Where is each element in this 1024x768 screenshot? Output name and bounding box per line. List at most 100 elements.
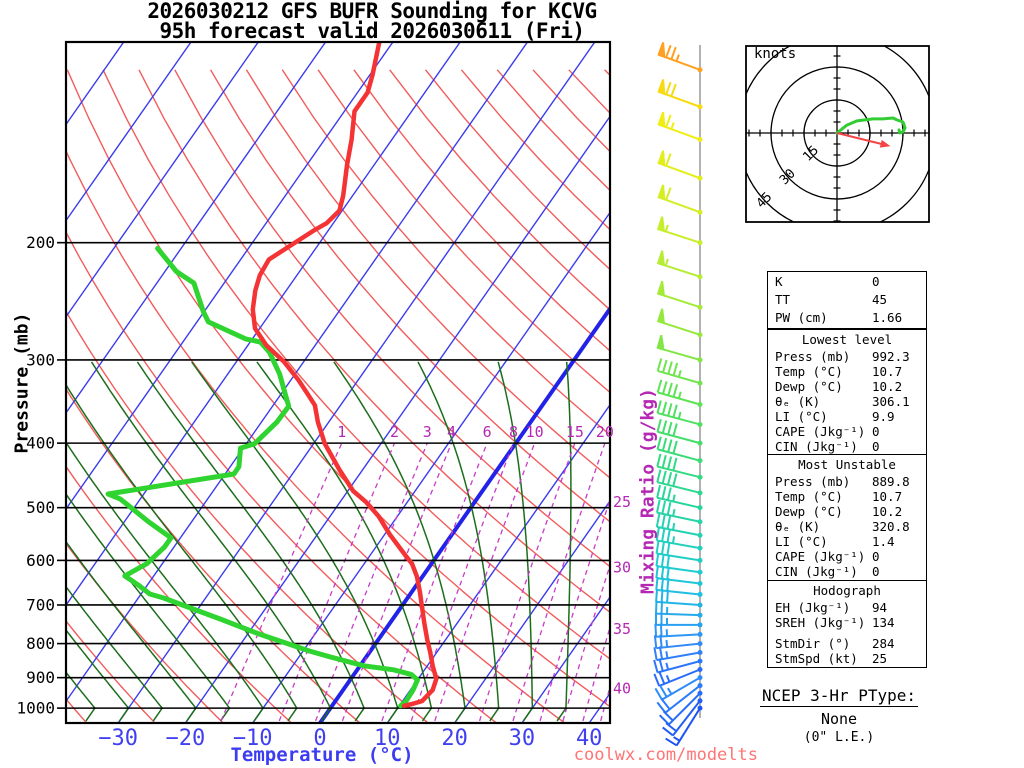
wind-barb-full	[666, 577, 670, 592]
wind-barb	[655, 513, 703, 538]
dry-adiabat-line	[138, 69, 610, 614]
wind-barb-origin-dot	[697, 458, 703, 464]
moist-adiabat-line	[66, 540, 197, 722]
table-row: StmSpd (kt) 25	[768, 651, 926, 666]
dry-adiabat-line	[174, 69, 610, 568]
wind-barb-half	[664, 224, 669, 232]
wind-barb-origin-dot	[697, 532, 703, 538]
wind-barb-full	[661, 514, 666, 529]
wind-barb-half	[672, 522, 676, 531]
wind-barb-staff	[664, 684, 701, 714]
wind-barb-staff	[656, 511, 701, 523]
wind-barb	[656, 469, 703, 496]
table-row-label: Temp (°C)	[775, 489, 843, 504]
wind-barb-flag	[656, 280, 666, 297]
wind-barb-full	[655, 499, 661, 513]
mixing-ratio-line	[512, 442, 606, 722]
dry-adiabat-line	[102, 69, 610, 660]
pressure-tick-label: 500	[26, 498, 55, 517]
wind-barb-origin-dot	[697, 690, 703, 696]
wind-barb	[654, 675, 703, 701]
mixing-ratio-label: 6	[483, 423, 492, 441]
mixing-ratio-label: 8	[509, 423, 518, 441]
dry-adiabat-line	[281, 69, 610, 436]
wind-barb-full	[655, 540, 660, 554]
table-row: θₑ (K) 320.8	[768, 519, 926, 534]
dewpoint-curve	[105, 245, 420, 709]
wind-barb-origin-dot	[697, 67, 703, 73]
wind-barb-origin-dot	[697, 641, 703, 647]
hodograph-trace	[835, 116, 907, 135]
temperature-curve	[250, 42, 439, 709]
wind-barb	[662, 698, 703, 737]
wind-barb-staff	[655, 612, 701, 617]
wind-barb-flag	[657, 111, 666, 129]
moist-adiabat-line	[256, 361, 433, 722]
table-row-label: Dewp (°C)	[775, 379, 843, 394]
table-row-value: 45	[872, 292, 888, 307]
wind-barb	[656, 308, 703, 338]
wind-barb-origin-dot	[697, 698, 703, 704]
temperature-tick-label: −10	[233, 726, 273, 751]
hodograph-panel-title: Hodograph	[813, 583, 881, 598]
temperature-tick-label: −30	[98, 726, 138, 751]
isotherm-line	[252, 211, 610, 723]
table-row-label: K	[775, 274, 783, 289]
wind-barb-origin-dot	[697, 683, 703, 689]
table-row-label: SREH (Jkg⁻¹)	[775, 615, 866, 630]
table-row-value: 10.2	[872, 504, 903, 519]
mixing-ratio-label: 35	[613, 620, 631, 638]
wind-barb-full	[665, 187, 672, 201]
dry-adiabat-line	[66, 387, 360, 723]
table-row: SREH (Jkg⁻¹) 134	[768, 615, 926, 630]
wind-barb-full	[660, 577, 665, 591]
wind-barb-flag	[657, 184, 666, 201]
wind-barb-origin-dot	[697, 440, 703, 446]
table-row-label: Press (mb)	[775, 474, 851, 489]
moist-adiabat-line	[66, 383, 298, 722]
dry-adiabat-line	[66, 465, 292, 723]
table-row-value: 0	[872, 424, 880, 439]
wind-barb-full	[665, 81, 672, 95]
wind-barb-full	[661, 455, 667, 469]
wind-barb-full	[653, 673, 661, 687]
wind-barb-full	[665, 737, 678, 747]
wind-barb	[656, 216, 703, 246]
wind-barb-full	[672, 423, 678, 437]
wind-barb-full	[661, 470, 667, 484]
lowest-level-panel-title: Lowest level	[801, 332, 893, 347]
wind-barb	[656, 335, 703, 363]
wind-barb-full	[656, 436, 662, 450]
table-row: LI (°C) 9.9	[768, 409, 926, 424]
wind-barb-flag	[656, 216, 666, 233]
mixing-ratio-line	[410, 442, 515, 722]
wind-barb-origin-dot	[697, 519, 703, 525]
wind-barb-staff	[657, 346, 701, 361]
mixing-ratio-line	[539, 497, 610, 722]
wind-barb-full	[667, 471, 673, 486]
wind-barb-origin-dot	[697, 569, 703, 575]
wind-barb-full	[666, 566, 670, 580]
wind-barb-half	[672, 509, 676, 517]
wind-barb-half	[677, 391, 682, 399]
wind-barb-full	[660, 698, 671, 710]
wind-barb-staff	[656, 588, 701, 596]
hodograph-units-label: knots	[754, 46, 797, 62]
wind-barb-full	[670, 83, 677, 97]
wind-barb-full	[656, 418, 662, 433]
mixing-ratio-label: 3	[423, 423, 432, 441]
wind-barb	[655, 576, 703, 597]
chart-title: 2026030212 GFS BUFR Sounding for KCVG 95…	[0, 1, 744, 42]
wind-barb-full	[661, 500, 667, 514]
table-row-value: 25	[872, 651, 888, 666]
table-row-value: 320.8	[872, 519, 910, 534]
wind-barb	[656, 436, 703, 464]
moist-adiabat-line	[90, 361, 332, 722]
table-row-value: 992.3	[872, 349, 910, 364]
wind-barb-full	[653, 647, 658, 661]
wind-barb-staff	[657, 448, 701, 462]
pressure-tick-label: 300	[26, 350, 55, 369]
wind-barb	[655, 499, 703, 525]
wind-barb	[656, 453, 703, 480]
wind-barb-full	[661, 528, 666, 542]
